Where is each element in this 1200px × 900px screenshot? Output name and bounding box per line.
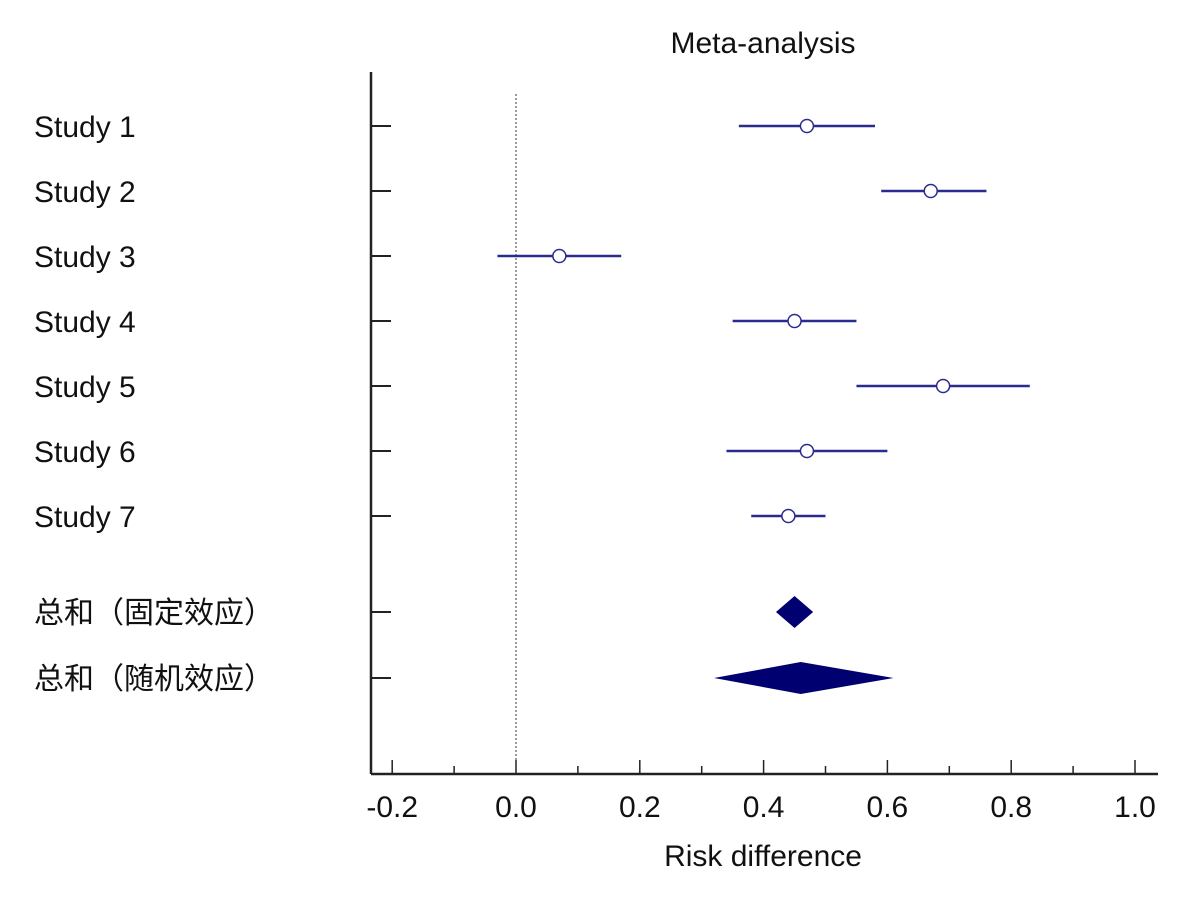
study-label: Study 5 [34, 371, 136, 404]
plot-area: -0.2 0.0 0.2 0.4 0.6 0.8 1.0 Study 1 Study 2 Stud… [34, 72, 1158, 824]
point-estimate [787, 313, 802, 329]
x-tick-label: -0.2 [366, 791, 418, 824]
pooled-diamond [775, 596, 814, 628]
chart-title: Meta-analysis [670, 27, 855, 60]
x-tick-label: 0.2 [619, 791, 661, 824]
point-estimate [935, 378, 951, 394]
point-estimate [552, 248, 567, 264]
pooled-diamond [714, 662, 894, 694]
study-label: Study 6 [34, 436, 136, 469]
x-axis-title: Risk difference [664, 840, 862, 873]
pooled-label: 总和（固定效应） [34, 596, 274, 631]
point-estimate [781, 508, 796, 524]
study-label: Study 3 [34, 241, 136, 274]
point-estimate [799, 118, 815, 134]
study-label: Study 7 [34, 501, 136, 534]
x-tick-label: 0.8 [990, 791, 1032, 824]
x-tick-label: 0.0 [495, 791, 537, 824]
study-label: Study 4 [34, 306, 136, 339]
x-tick-label: 0.6 [867, 791, 909, 824]
point-estimate [799, 443, 815, 459]
point-estimate [923, 183, 938, 199]
x-tick-label: 0.4 [743, 791, 785, 824]
study-label: Study 1 [34, 111, 136, 144]
x-tick-label: 1.0 [1114, 791, 1156, 824]
pooled-label: 总和（随机效应） [34, 662, 274, 697]
study-label: Study 2 [34, 176, 136, 209]
